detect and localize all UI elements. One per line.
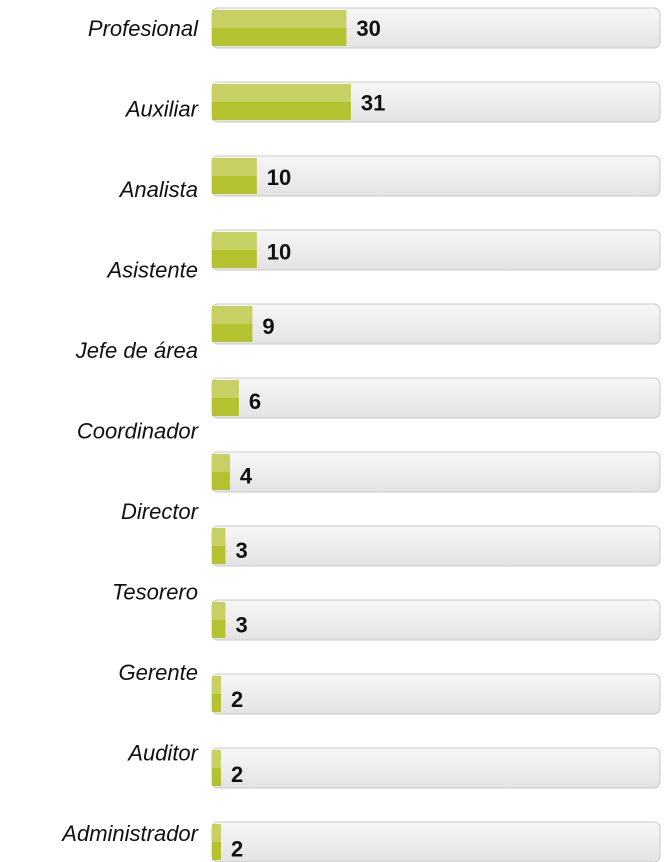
bar — [212, 750, 221, 786]
bar — [212, 602, 226, 638]
bar-track — [211, 821, 661, 862]
value-label: 3 — [235, 613, 247, 638]
value-label: 2 — [231, 836, 243, 861]
category-label: Jefe de área — [75, 338, 198, 363]
category-label: Auditor — [126, 740, 199, 765]
category-label: Profesional — [88, 16, 199, 41]
bar-track — [211, 673, 661, 715]
bar — [212, 306, 253, 342]
bar-track — [211, 377, 661, 419]
bar — [212, 454, 230, 490]
category-label: Director — [121, 499, 200, 524]
value-label: 3 — [235, 538, 247, 563]
value-label: 10 — [267, 165, 291, 190]
bar — [212, 10, 347, 46]
bar-track — [211, 747, 661, 789]
bar — [212, 380, 239, 416]
category-label: Administrador — [60, 821, 199, 846]
value-label: 2 — [231, 762, 243, 787]
value-label: 30 — [356, 16, 380, 41]
value-label: 2 — [231, 687, 243, 712]
bar — [212, 528, 226, 564]
bar — [212, 824, 221, 860]
value-label: 10 — [267, 240, 291, 265]
bar — [212, 232, 257, 268]
category-label: Asistente — [106, 257, 199, 282]
category-label: Gerente — [119, 660, 199, 685]
value-label: 31 — [361, 90, 385, 115]
category-label: Tesorero — [112, 579, 198, 604]
category-label: Analista — [118, 177, 198, 202]
bar-track — [211, 599, 661, 641]
bar-track — [211, 525, 661, 567]
bar-track — [211, 303, 661, 345]
value-label: 4 — [240, 463, 253, 488]
bar — [212, 84, 351, 120]
bar — [212, 158, 257, 194]
value-label: 6 — [249, 389, 261, 414]
bar-track — [211, 451, 661, 493]
category-label: Auxiliar — [124, 96, 200, 121]
value-label: 9 — [262, 314, 274, 339]
bar — [212, 676, 221, 712]
category-label: Coordinador — [77, 418, 200, 443]
